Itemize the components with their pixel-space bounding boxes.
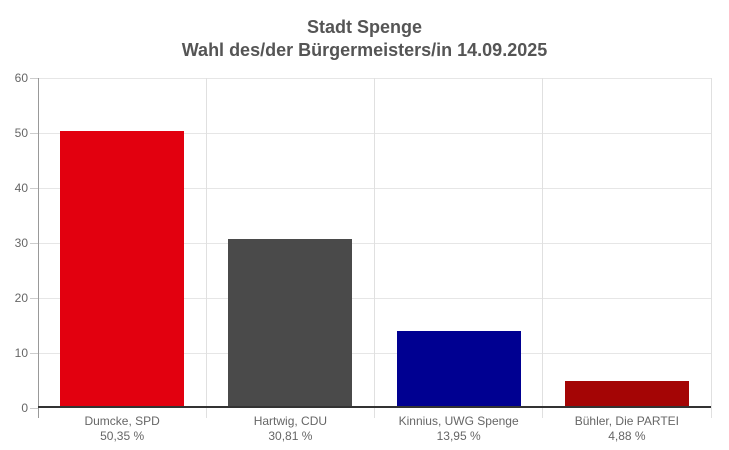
- candidate-name: Hartwig, CDU: [253, 414, 328, 428]
- y-axis-tick: [30, 242, 38, 244]
- category-gridline: [710, 78, 712, 418]
- candidate-name: Kinnius, UWG Spenge: [398, 414, 519, 428]
- category-gridline: [205, 78, 207, 418]
- result-percentage: 50,35 %: [100, 429, 145, 443]
- category-label: Kinnius, UWG Spenge 13,95 %: [375, 414, 543, 444]
- candidate-name: Bühler, Die PARTEI: [574, 414, 680, 428]
- plot-area: [30, 77, 712, 418]
- x-axis-line: [38, 406, 711, 408]
- candidate-name: Dumcke, SPD: [84, 414, 160, 428]
- category-label: Dumcke, SPD 50,35 %: [38, 414, 206, 444]
- bar[interactable]: [564, 381, 689, 408]
- y-axis-tick: [30, 352, 38, 354]
- y-tick-label: 30: [14, 236, 28, 250]
- category-label: Hartwig, CDU 30,81 %: [206, 414, 374, 444]
- category-label: Bühler, Die PARTEI 4,88 %: [543, 414, 711, 444]
- y-tick-label: 40: [14, 181, 28, 195]
- y-tick-label: 20: [14, 291, 28, 305]
- y-axis-tick: [30, 132, 38, 134]
- y-tick-label: 60: [14, 71, 28, 85]
- result-percentage: 13,95 %: [436, 429, 481, 443]
- y-tick-label: 50: [14, 126, 28, 140]
- chart-title-line1: Stadt Spenge: [306, 17, 422, 37]
- category-gridline: [542, 78, 544, 418]
- y-axis-tick: [30, 297, 38, 299]
- category-gridline: [374, 78, 375, 418]
- y-axis-tick: [30, 187, 38, 189]
- bar[interactable]: [228, 238, 353, 408]
- bar[interactable]: [396, 331, 521, 408]
- chart-title: Stadt Spenge Wahl des/der Bürgermeisters…: [0, 16, 729, 62]
- y-axis-line: [38, 78, 39, 418]
- y-tick-label: 10: [14, 346, 28, 360]
- y-tick-label: 0: [21, 401, 28, 415]
- result-percentage: 4,88 %: [608, 429, 646, 443]
- y-axis-tick: [30, 407, 38, 409]
- y-axis-tick: [30, 77, 38, 79]
- result-percentage: 30,81 %: [268, 429, 313, 443]
- chart-title-line2: Wahl des/der Bürgermeisters/in 14.09.202…: [181, 40, 548, 60]
- bar[interactable]: [60, 131, 185, 408]
